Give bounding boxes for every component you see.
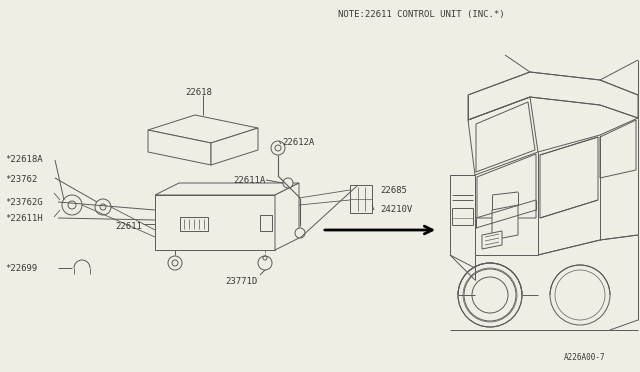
- Circle shape: [95, 199, 111, 215]
- Polygon shape: [477, 154, 536, 218]
- Polygon shape: [275, 183, 299, 250]
- Polygon shape: [492, 205, 518, 240]
- Text: 22611A: 22611A: [234, 176, 266, 185]
- Polygon shape: [540, 137, 598, 218]
- Text: 22611: 22611: [115, 222, 142, 231]
- Polygon shape: [476, 102, 535, 172]
- Polygon shape: [468, 72, 638, 120]
- Text: *23762G: *23762G: [5, 198, 43, 207]
- Text: 24210V: 24210V: [380, 205, 412, 214]
- Text: *22618A: *22618A: [5, 155, 43, 164]
- Polygon shape: [260, 215, 272, 231]
- Circle shape: [458, 263, 522, 327]
- Circle shape: [62, 195, 82, 215]
- Polygon shape: [482, 231, 502, 249]
- Polygon shape: [350, 185, 372, 213]
- Circle shape: [283, 178, 293, 188]
- Text: *22699: *22699: [5, 264, 37, 273]
- Text: 22618: 22618: [185, 88, 212, 97]
- Polygon shape: [148, 115, 258, 143]
- Text: 22612A: 22612A: [282, 138, 314, 147]
- Circle shape: [464, 269, 516, 321]
- Polygon shape: [155, 183, 299, 195]
- Polygon shape: [155, 195, 275, 250]
- Text: *22611H: *22611H: [5, 214, 43, 223]
- Circle shape: [295, 228, 305, 238]
- Circle shape: [168, 256, 182, 270]
- Text: *23762: *23762: [5, 175, 37, 184]
- Text: 22685: 22685: [380, 186, 407, 195]
- Polygon shape: [180, 217, 208, 231]
- Circle shape: [271, 141, 285, 155]
- Polygon shape: [600, 120, 636, 178]
- Polygon shape: [211, 128, 258, 165]
- Text: A226A00-7: A226A00-7: [563, 353, 605, 362]
- Text: 23771D: 23771D: [225, 277, 257, 286]
- Polygon shape: [148, 130, 211, 165]
- Circle shape: [258, 256, 272, 270]
- Text: NOTE:22611 CONTROL UNIT (INC.*): NOTE:22611 CONTROL UNIT (INC.*): [338, 10, 504, 19]
